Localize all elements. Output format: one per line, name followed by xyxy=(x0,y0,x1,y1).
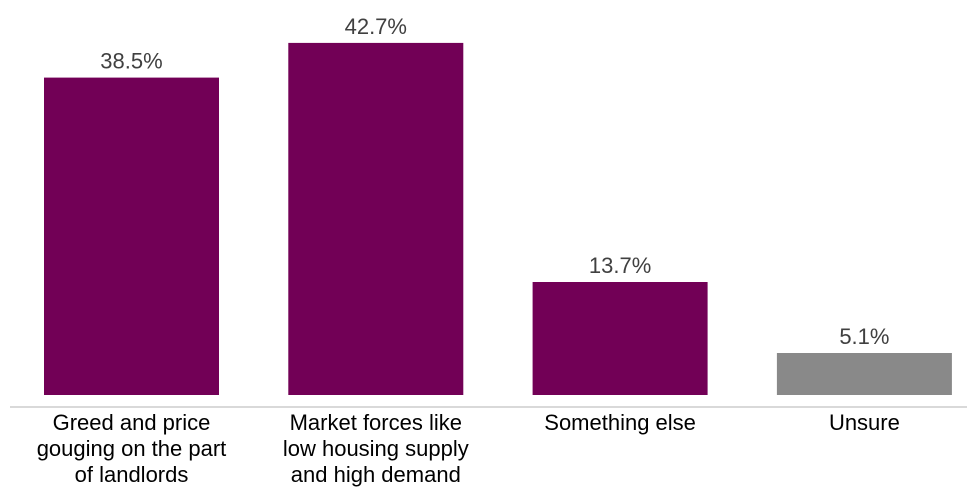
bar-3 xyxy=(532,282,708,395)
category-label-line: Greed and price xyxy=(53,410,211,435)
data-label-2: 42.7% xyxy=(345,14,407,39)
category-label-line: gouging on the part xyxy=(37,436,227,461)
category-label-line: Something else xyxy=(544,410,696,435)
category-label-2: Market forces like low housing supply and … xyxy=(283,410,469,487)
category-label-line: Market forces like xyxy=(290,410,462,435)
category-label-line: Unsure xyxy=(829,410,900,435)
bars-group xyxy=(44,42,952,396)
data-label-4: 5.1% xyxy=(839,324,889,349)
bar-1 xyxy=(44,77,219,395)
category-label-line: and high demand xyxy=(291,462,461,487)
data-label-3: 13.7% xyxy=(589,253,651,278)
category-label-line: of landlords xyxy=(75,462,189,487)
category-label-3: Something else xyxy=(544,410,696,435)
data-label-1: 38.5% xyxy=(100,49,162,74)
category-label-4: Unsure xyxy=(829,410,900,435)
category-label-line: low housing supply xyxy=(283,436,469,461)
value-labels-group: 38.5% 42.7% 13.7% 5.1% xyxy=(100,14,889,349)
bar-4 xyxy=(776,353,952,395)
category-label-1: Greed and price gouging on the part of lan… xyxy=(37,410,227,487)
bar-2 xyxy=(288,42,464,396)
category-labels-group: Greed and price gouging on the part of lan… xyxy=(37,410,900,487)
